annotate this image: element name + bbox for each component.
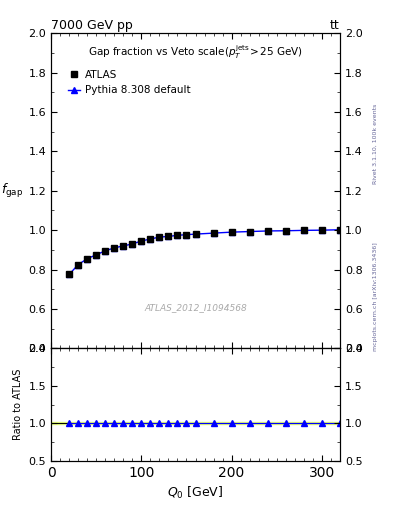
Pythia 8.308 default xyxy=(85,255,90,262)
Pythia 8.308 default xyxy=(67,271,72,278)
Pythia 8.308 default xyxy=(103,248,108,254)
Text: tt: tt xyxy=(330,19,340,32)
ATLAS xyxy=(121,243,126,249)
Text: Rivet 3.1.10, 100k events: Rivet 3.1.10, 100k events xyxy=(373,103,378,183)
X-axis label: $Q_0$ [GeV]: $Q_0$ [GeV] xyxy=(167,485,224,501)
Pythia 8.308 default xyxy=(283,228,288,234)
ATLAS xyxy=(247,228,252,234)
ATLAS xyxy=(85,255,90,262)
Pythia 8.308 default xyxy=(320,227,324,233)
Text: 7000 GeV pp: 7000 GeV pp xyxy=(51,19,133,32)
Pythia 8.308 default xyxy=(94,252,99,258)
Line: ATLAS: ATLAS xyxy=(66,227,343,277)
Pythia 8.308 default xyxy=(175,232,180,239)
Line: Pythia 8.308 default: Pythia 8.308 default xyxy=(66,227,343,277)
Pythia 8.308 default xyxy=(193,231,198,237)
ATLAS xyxy=(94,252,99,258)
ATLAS xyxy=(175,232,180,239)
ATLAS xyxy=(166,233,171,240)
ATLAS xyxy=(130,241,135,247)
ATLAS xyxy=(283,228,288,234)
ATLAS xyxy=(301,227,306,233)
ATLAS xyxy=(211,230,216,236)
Pythia 8.308 default xyxy=(76,262,81,268)
Pythia 8.308 default xyxy=(301,227,306,233)
Pythia 8.308 default xyxy=(338,227,342,233)
ATLAS xyxy=(338,227,342,233)
Pythia 8.308 default xyxy=(121,243,126,249)
ATLAS xyxy=(67,271,72,278)
ATLAS xyxy=(193,231,198,237)
Text: Gap fraction vs Veto scale($p_T^{\mathrm{jets}}\!>$25 GeV): Gap fraction vs Veto scale($p_T^{\mathrm… xyxy=(88,42,303,60)
Y-axis label: Ratio to ATLAS: Ratio to ATLAS xyxy=(13,369,23,440)
ATLAS xyxy=(184,231,189,238)
Y-axis label: $f_{\mathrm{gap}}$: $f_{\mathrm{gap}}$ xyxy=(1,182,23,200)
ATLAS xyxy=(112,245,117,251)
ATLAS xyxy=(229,229,234,235)
ATLAS xyxy=(265,228,270,234)
Pythia 8.308 default xyxy=(112,245,117,251)
Pythia 8.308 default xyxy=(247,228,252,234)
Pythia 8.308 default xyxy=(265,228,270,234)
Pythia 8.308 default xyxy=(166,233,171,240)
ATLAS xyxy=(103,248,108,254)
Pythia 8.308 default xyxy=(148,236,153,242)
ATLAS xyxy=(320,227,324,233)
Pythia 8.308 default xyxy=(211,230,216,236)
Pythia 8.308 default xyxy=(130,241,135,247)
Text: ATLAS_2012_I1094568: ATLAS_2012_I1094568 xyxy=(144,303,247,312)
Bar xyxy=(51,422,340,424)
Pythia 8.308 default xyxy=(139,238,144,244)
Pythia 8.308 default xyxy=(184,231,189,238)
Pythia 8.308 default xyxy=(157,234,162,240)
ATLAS xyxy=(157,234,162,240)
Text: mcplots.cern.ch [arXiv:1306.3436]: mcplots.cern.ch [arXiv:1306.3436] xyxy=(373,243,378,351)
ATLAS xyxy=(76,262,81,268)
ATLAS xyxy=(139,238,144,244)
Legend: ATLAS, Pythia 8.308 default: ATLAS, Pythia 8.308 default xyxy=(68,70,190,95)
Pythia 8.308 default xyxy=(229,229,234,235)
ATLAS xyxy=(148,236,153,242)
